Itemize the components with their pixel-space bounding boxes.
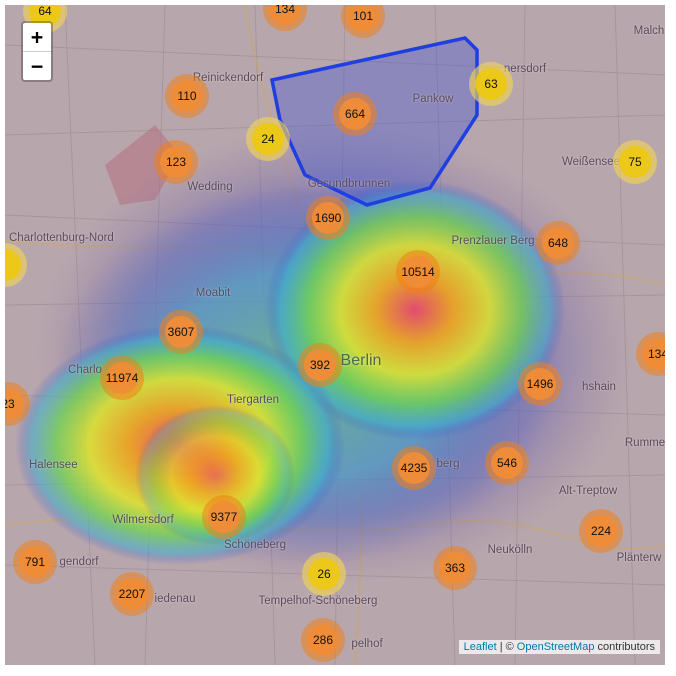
place-wedding: Wedding: [187, 181, 233, 193]
cluster-count: 664: [339, 98, 371, 130]
cluster-count: 110: [171, 80, 203, 112]
cluster-count: 63: [475, 68, 507, 100]
cluster-count: 26: [308, 558, 340, 590]
marker-cluster[interactable]: 26: [302, 552, 346, 596]
cluster-count: 791: [19, 546, 51, 578]
marker-cluster[interactable]: 546: [485, 441, 529, 485]
place-tempelhof-schoneberg: Tempelhof-Schöneberg: [258, 595, 378, 607]
marker-cluster[interactable]: 9377: [202, 495, 246, 539]
marker-cluster[interactable]: 123: [154, 140, 198, 184]
place-charlottenburg: Charlo: [68, 364, 102, 376]
cluster-count: 75: [619, 146, 651, 178]
cluster-count: 392: [304, 349, 336, 381]
place-tempelhof: pelhof: [351, 638, 383, 650]
place-reinickendorf: Reinickendorf: [192, 72, 264, 84]
marker-cluster[interactable]: 134: [636, 332, 665, 376]
place-malch: Malch: [633, 25, 665, 37]
place-berlin: Berlin: [340, 352, 382, 369]
place-charlottenburg-nord: Charlottenburg-Nord: [9, 232, 114, 244]
attribution-suffix: contributors: [597, 641, 655, 653]
cluster-count: 24: [252, 123, 284, 155]
marker-cluster[interactable]: 63: [469, 62, 513, 106]
place-friedenau: iedenau: [154, 593, 196, 605]
cluster-count: 10514: [401, 256, 435, 288]
zoom-out-button[interactable]: −: [23, 51, 51, 80]
marker-cluster[interactable]: 3607: [159, 310, 203, 354]
cluster-count: 9377: [208, 501, 240, 533]
cluster-count: 134: [269, 5, 301, 25]
cluster-count: 2207: [116, 578, 148, 610]
marker-cluster[interactable]: 286: [301, 618, 345, 662]
cluster-count: 1690: [312, 202, 344, 234]
marker-cluster[interactable]: 363: [433, 546, 477, 590]
place-prenzlauer-berg: Prenzlauer Berg: [451, 235, 535, 247]
cluster-count: 286: [307, 624, 339, 656]
marker-cluster[interactable]: 224: [579, 509, 623, 553]
cluster-count: 1496: [524, 368, 556, 400]
marker-cluster[interactable]: 648: [536, 221, 580, 265]
marker-cluster[interactable]: 101: [341, 5, 385, 38]
cluster-count: 546: [491, 447, 523, 479]
marker-cluster[interactable]: [5, 243, 27, 287]
place-tiergarten: Tiergarten: [227, 394, 279, 406]
cluster-count: 4235: [398, 452, 430, 484]
cluster-count: 23: [5, 388, 24, 420]
cluster-count: 134: [642, 338, 665, 370]
marker-cluster[interactable]: 75: [613, 140, 657, 184]
cluster-count: 101: [347, 5, 379, 32]
zoom-in-button[interactable]: +: [30, 25, 44, 49]
place-schoneberg: Schöneberg: [223, 539, 287, 551]
zoom-control: + −: [21, 21, 53, 82]
cluster-count: 363: [439, 552, 471, 584]
place-moabit: Moabit: [195, 287, 231, 299]
cluster-count: [5, 249, 21, 281]
cluster-count: 123: [160, 146, 192, 178]
cluster-count: 224: [585, 515, 617, 547]
osm-link[interactable]: OpenStreetMap: [516, 641, 595, 653]
place-weissensee: Weißensee: [562, 156, 620, 168]
place-gesundbrunnen: Gesundbrunnen: [307, 178, 391, 190]
place-schmargendorf: gendorf: [59, 556, 99, 568]
attribution: Leaflet | © OpenStreetMap contributors: [458, 640, 660, 654]
place-alt-treptow: Alt-Treptow: [558, 485, 618, 497]
place-planterwald: Plänterw: [616, 552, 662, 564]
map-container[interactable]: Reinickendorf Pankow Gesundbrunnen Weddi…: [5, 5, 665, 665]
marker-cluster[interactable]: 2207: [110, 572, 154, 616]
cluster-count: 3607: [165, 316, 197, 348]
leaflet-link[interactable]: Leaflet: [463, 641, 497, 653]
place-niederschonhausen: nersdorf: [503, 63, 547, 75]
marker-cluster[interactable]: 1690: [306, 196, 350, 240]
place-friedrichshain: hshain: [582, 381, 616, 393]
place-wilmersdorf: Wilmersdorf: [112, 514, 174, 526]
marker-cluster[interactable]: 791: [13, 540, 57, 584]
place-pankow: Pankow: [412, 93, 454, 105]
place-halensee: Halensee: [29, 459, 78, 471]
place-kreuzberg: berg: [436, 458, 460, 470]
marker-cluster[interactable]: 110: [165, 74, 209, 118]
cluster-count: 648: [542, 227, 574, 259]
cluster-count: 64: [29, 5, 61, 27]
cluster-count: 11974: [106, 362, 138, 394]
marker-cluster[interactable]: 24: [246, 117, 290, 161]
marker-cluster[interactable]: 11974: [100, 356, 144, 400]
marker-cluster[interactable]: 10514: [396, 250, 440, 294]
marker-cluster[interactable]: 1496: [518, 362, 562, 406]
attribution-separator: | ©: [499, 641, 514, 653]
marker-cluster[interactable]: 4235: [392, 446, 436, 490]
marker-cluster[interactable]: 664: [333, 92, 377, 136]
marker-cluster[interactable]: 392: [298, 343, 342, 387]
place-rummelsburg: Rumme: [624, 437, 665, 449]
place-neukolln: Neukölln: [487, 544, 533, 556]
